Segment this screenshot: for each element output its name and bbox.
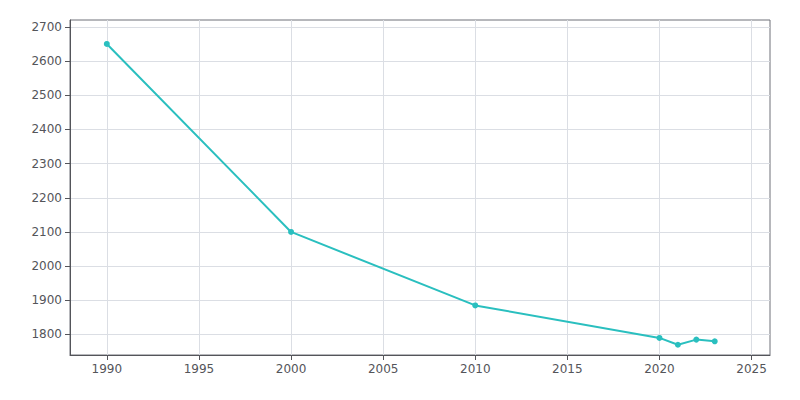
svg-text:2025: 2025 [736, 362, 767, 376]
svg-text:1990: 1990 [92, 362, 123, 376]
svg-text:1800: 1800 [31, 327, 62, 341]
svg-text:2600: 2600 [31, 54, 62, 68]
svg-text:2500: 2500 [31, 88, 62, 102]
svg-text:2005: 2005 [368, 362, 399, 376]
svg-text:2010: 2010 [460, 362, 491, 376]
svg-text:2015: 2015 [552, 362, 583, 376]
svg-text:2300: 2300 [31, 157, 62, 171]
svg-text:2000: 2000 [31, 259, 62, 273]
svg-text:2020: 2020 [644, 362, 675, 376]
svg-text:2200: 2200 [31, 191, 62, 205]
svg-text:2700: 2700 [31, 20, 62, 34]
svg-text:1995: 1995 [184, 362, 215, 376]
svg-text:2100: 2100 [31, 225, 62, 239]
svg-text:2000: 2000 [276, 362, 307, 376]
svg-text:1900: 1900 [31, 293, 62, 307]
svg-text:2400: 2400 [31, 122, 62, 136]
